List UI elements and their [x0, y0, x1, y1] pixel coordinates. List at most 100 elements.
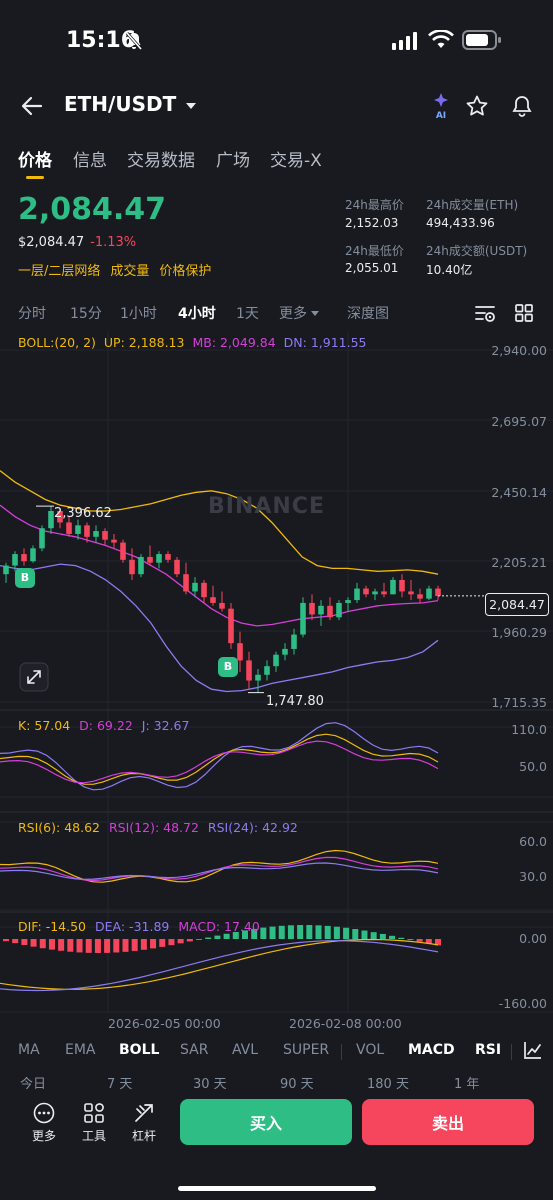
period-7d[interactable]: 7 天 — [107, 1077, 133, 1092]
battery-icon — [462, 30, 501, 50]
indicator-super[interactable]: SUPER — [283, 1042, 330, 1058]
sell-button[interactable]: 卖出 — [362, 1099, 534, 1145]
period-180d[interactable]: 180 天 — [367, 1077, 409, 1092]
period-90d[interactable]: 90 天 — [280, 1077, 314, 1092]
more-button[interactable]: 更多 — [24, 1102, 64, 1144]
period-30d[interactable]: 30 天 — [193, 1077, 227, 1092]
low-value: 2,055.01 — [345, 261, 399, 275]
star-favorite-icon[interactable] — [465, 94, 489, 118]
candle-body — [300, 602, 306, 635]
grid-layout-icon[interactable] — [514, 303, 534, 323]
high-annotation: 2,396.62 — [54, 506, 112, 521]
candle-body — [129, 559, 135, 575]
time-axis-label: 2026-02-05 00:00 — [108, 1016, 221, 1031]
macd-value: MACD: 17.40 — [178, 919, 260, 934]
price-change: -1.13% — [90, 235, 137, 250]
interval-4h[interactable]: 4小时 — [178, 306, 216, 322]
candle-body — [309, 602, 315, 615]
rsi-6-line — [0, 849, 439, 883]
kdj-j-line — [0, 722, 439, 791]
macd-legend: DIF: -14.50 DEA: -31.89 MACD: 17.40 — [18, 919, 260, 934]
vol-eth-label: 24h成交量(ETH) — [426, 198, 519, 212]
chart-settings-icon[interactable] — [474, 303, 496, 323]
boll-up: UP: 2,188.13 — [103, 335, 185, 350]
macd-bar — [3, 939, 9, 942]
interval-more[interactable]: 更多 — [279, 303, 320, 323]
macd-bar — [30, 939, 37, 947]
indicator-macd[interactable]: MACD — [408, 1042, 455, 1058]
macd-bar — [85, 939, 92, 953]
macd-bar — [67, 939, 74, 952]
period-1y[interactable]: 1 年 — [454, 1077, 480, 1092]
candle-body — [75, 525, 81, 534]
indicator-ema[interactable]: EMA — [65, 1042, 96, 1058]
interval-1h[interactable]: 1小时 — [120, 306, 157, 322]
candle-body — [30, 548, 36, 562]
buy-marker[interactable]: B — [218, 657, 238, 677]
candle-body — [282, 648, 288, 655]
buy-button[interactable]: 买入 — [180, 1099, 352, 1145]
usd-price: $2,084.47 — [18, 235, 85, 250]
boll-dn: DN: 1,911.55 — [283, 335, 367, 350]
buy-marker[interactable]: B — [15, 568, 35, 588]
fullscreen-expand-icon[interactable] — [19, 662, 49, 692]
candle-body — [264, 666, 270, 675]
leverage-icon — [135, 1104, 153, 1122]
macd-bar — [241, 930, 248, 939]
interval-15m[interactable]: 15分 — [70, 306, 102, 322]
indicator-chart-icon[interactable] — [523, 1040, 543, 1060]
kdj-j: J: 32.67 — [141, 718, 190, 733]
boll-upper-line — [0, 470, 439, 575]
macd-bar — [39, 939, 46, 949]
macd-bar — [297, 925, 304, 939]
leverage-label: 杠杆 — [131, 1129, 156, 1143]
indicator-sar[interactable]: SAR — [180, 1042, 209, 1058]
macd-bar — [131, 939, 138, 951]
tab-info[interactable]: 信息 — [73, 151, 107, 171]
back-arrow-icon[interactable] — [20, 94, 44, 118]
indicator-vol[interactable]: VOL — [356, 1042, 385, 1058]
candle-body — [336, 602, 342, 618]
macd-bar — [140, 939, 147, 950]
ai-label: AI — [435, 111, 447, 121]
tools-button[interactable]: 工具 — [74, 1102, 114, 1144]
indicator-boll[interactable]: BOLL — [119, 1042, 160, 1058]
caret-down-icon — [311, 311, 319, 316]
kdj-axis-label: 110.0 — [511, 722, 547, 737]
pair-selector[interactable]: ETH/USDT — [64, 92, 197, 116]
tab-trade-x[interactable]: 交易-X — [270, 151, 322, 171]
rsi-axis-label: 60.0 — [519, 834, 547, 849]
bell-alert-icon[interactable] — [510, 94, 534, 118]
macd-bar — [407, 939, 414, 940]
tab-trading-data[interactable]: 交易数据 — [127, 151, 195, 171]
macd-bar — [223, 933, 230, 939]
candle-body — [93, 531, 99, 537]
y-axis-label: 2,940.00 — [491, 343, 547, 358]
indicator-avl[interactable]: AVL — [232, 1042, 259, 1058]
leverage-button[interactable]: 杠杆 — [124, 1102, 164, 1144]
macd-bar — [104, 939, 111, 953]
candle-body — [111, 539, 117, 543]
macd-bar — [260, 927, 267, 939]
macd-bar — [113, 939, 120, 953]
price-chart[interactable] — [0, 332, 553, 1044]
macd-bar — [122, 939, 129, 952]
link-price-protection[interactable]: 价格保护 — [159, 264, 212, 279]
link-volume[interactable]: 成交量 — [110, 264, 150, 279]
indicator-rsi[interactable]: RSI — [475, 1042, 502, 1058]
candle-body — [255, 674, 261, 681]
tab-square[interactable]: 广场 — [216, 151, 250, 171]
interval-1d[interactable]: 1天 — [236, 306, 259, 322]
divider — [511, 1044, 512, 1060]
candle-body — [174, 559, 180, 575]
indicator-ma[interactable]: MA — [18, 1042, 40, 1058]
period-today[interactable]: 今日 — [20, 1077, 47, 1092]
interval-time-share[interactable]: 分时 — [18, 306, 46, 322]
y-axis-label: 1,715.35 — [491, 695, 547, 710]
candle-body — [345, 600, 351, 603]
time-axis-label: 2026-02-08 00:00 — [289, 1016, 402, 1031]
tab-price[interactable]: 价格 — [18, 151, 52, 171]
depth-chart-tab[interactable]: 深度图 — [347, 306, 389, 322]
ai-button[interactable]: AI — [430, 92, 452, 121]
link-network[interactable]: 一层/二层网络 — [18, 264, 101, 279]
